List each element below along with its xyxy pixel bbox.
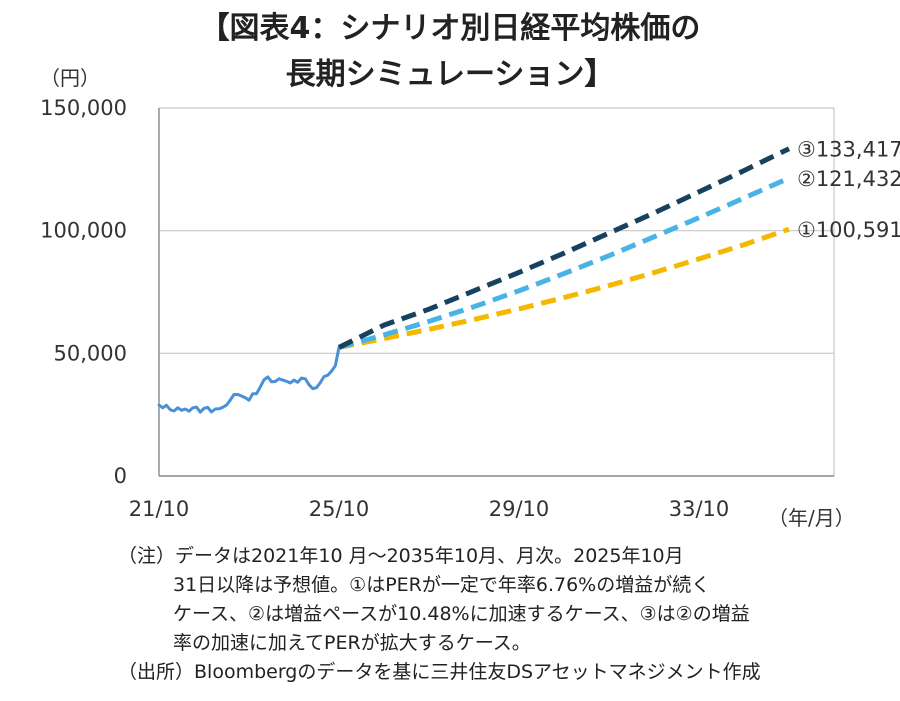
x-tick-label: 33/10 [669, 497, 730, 521]
series-end-label: ②121,432 [797, 167, 900, 191]
x-tick-label: 29/10 [489, 497, 550, 521]
series-end-label: ①100,591 [797, 218, 900, 242]
axes [158, 108, 834, 477]
y-tick-label: 50,000 [54, 341, 127, 365]
footnotes: （注）データは2021年10 月～2035年10月、月次。2025年10月 31… [118, 542, 761, 687]
series-end-label: ③133,417 [797, 138, 900, 162]
y-tick-label: 100,000 [40, 219, 127, 243]
note-line-4: 率の加速に加えてPERが拡大するケース。 [173, 632, 531, 654]
series-lines [157, 146, 791, 414]
series-end-labels: ①100,591 ②121,432 ③133,417 [797, 138, 900, 243]
y-tick-labels: 0 50,000 100,000 150,000 [40, 96, 127, 488]
title-line-1: 【図表4：シナリオ別日経平均株価の [199, 11, 701, 46]
chart-title: 【図表4：シナリオ別日経平均株価の 長期シミュレーション】 [0, 6, 900, 98]
note-line-3: ケース、②は増益ペースが10.48%に加速するケース、③は②の増益 [173, 603, 750, 625]
note-line-1: （注）データは2021年10 月～2035年10月、月次。2025年10月 [118, 545, 684, 567]
y-axis-unit: （円） [40, 66, 100, 90]
forecast-line-3 [337, 146, 791, 350]
note-line-2: 31日以降は予想値。①はPERが一定で年率6.76%の増益が続く [173, 574, 711, 596]
x-axis-unit: （年/月） [768, 506, 855, 530]
gridlines [159, 107, 835, 476]
forecast-line-2 [338, 175, 791, 350]
forecast-line-1 [338, 226, 790, 350]
y-tick-label: 150,000 [40, 96, 127, 120]
x-tick-labels: 21/10 25/10 29/10 33/10 [129, 497, 730, 521]
x-tick-label: 25/10 [309, 497, 370, 521]
x-tick-label: 21/10 [129, 497, 190, 521]
source-line: （出所）Bloombergのデータを基に三井住友DSアセットマネジメント作成 [118, 661, 761, 683]
title-line-2: 長期シミュレーション】 [285, 57, 615, 92]
actual-line [157, 345, 341, 414]
y-tick-label: 0 [114, 464, 127, 488]
